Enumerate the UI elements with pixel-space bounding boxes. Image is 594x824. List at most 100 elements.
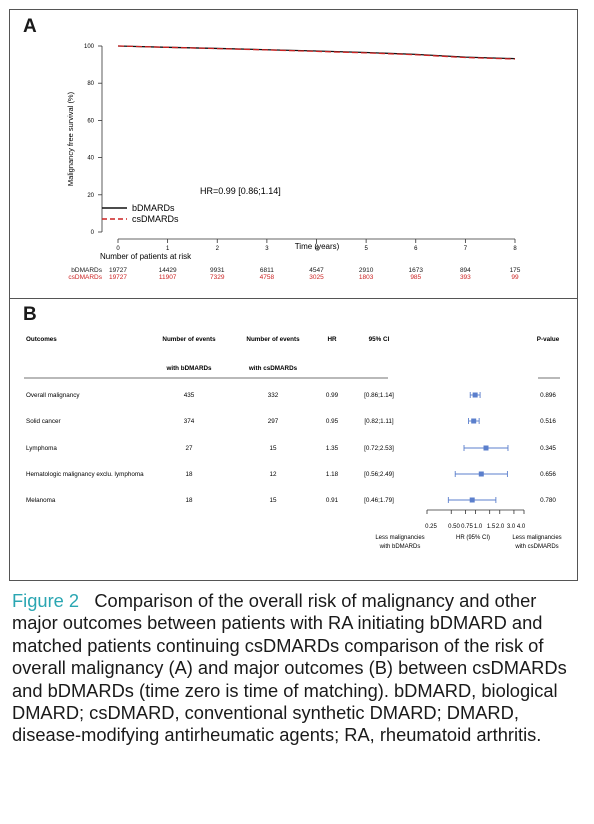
figure-label: Figure 2 xyxy=(12,590,80,611)
hr-value: 0.95 xyxy=(326,418,339,425)
risk-value: 7329 xyxy=(210,274,225,281)
forest-axis: 0.25 0.50 0.75 1.0 1.5 2.0 3.0 4.0 xyxy=(425,509,526,530)
outcome-label: Lymphoma xyxy=(26,445,57,452)
events-b-value: 374 xyxy=(184,418,195,425)
table-row: Hematologic malignancy exclu. lymphoma 18… xyxy=(26,471,556,478)
header-ci: 95% CI xyxy=(369,336,390,343)
left-note-line2: with bDMARDs xyxy=(379,544,421,550)
hr-marker xyxy=(483,445,489,451)
outcome-label: Overall malignancy xyxy=(26,392,80,399)
table-row: Solid cancer 374 297 0.95 [0.82;1.11] 0.516 xyxy=(26,418,556,425)
hr-marker xyxy=(478,471,484,477)
table-row: Lymphoma 27 15 1.35 [0.72;2.53] 0.345 xyxy=(26,445,556,452)
risk-table: bDMARDs 19727 14429 9931 6811 4547 2910 1673 894… xyxy=(68,267,520,281)
p-value: 0.516 xyxy=(540,418,556,425)
x-axis-label: Time (years) xyxy=(295,242,340,251)
risk-value: 9931 xyxy=(210,267,225,274)
hr-marker xyxy=(472,392,478,398)
risk-value: 3025 xyxy=(309,274,324,281)
forest-tick-label: 2.0 xyxy=(496,524,505,530)
events-cs-value: 297 xyxy=(268,418,279,425)
header-pvalue: P-value xyxy=(537,336,560,343)
series-line-csdmards xyxy=(117,45,516,60)
risk-value: 4758 xyxy=(260,274,275,281)
events-cs-value: 12 xyxy=(269,471,277,478)
legend-label-bdmards: bDMARDs xyxy=(132,203,175,213)
ci-value: [0.46;1.79] xyxy=(364,497,394,504)
header-events-b-2: with bDMARDs xyxy=(165,365,212,372)
risk-value: 1673 xyxy=(409,267,424,274)
hr-value: 1.35 xyxy=(326,445,339,452)
header-events-b-1: Number of events xyxy=(162,336,216,343)
forest-axis-label: HR (95% CI) xyxy=(456,535,490,541)
risk-value: 11907 xyxy=(159,274,177,281)
header-outcomes: Outcomes xyxy=(26,336,57,343)
panel-b: B Outcomes Number of events with bDMARDs… xyxy=(9,298,578,581)
outcome-label: Solid cancer xyxy=(26,418,61,425)
x-tick-label: 4 xyxy=(315,246,319,252)
p-value: 0.780 xyxy=(540,497,556,504)
forest-tick-label: 1.5 xyxy=(487,524,496,530)
x-tick-label: 0 xyxy=(116,246,120,252)
forest-plot-table: Outcomes Number of events with bDMARDs N… xyxy=(24,336,562,550)
hr-value: 0.91 xyxy=(326,497,339,504)
figure-caption: Figure 2 Comparison of the overall risk … xyxy=(12,590,584,747)
risk-value: 985 xyxy=(410,274,421,281)
risk-value: 2910 xyxy=(359,267,374,274)
risk-value: 14429 xyxy=(159,267,177,274)
p-value: 0.896 xyxy=(540,392,556,399)
hr-value: 1.18 xyxy=(326,471,339,478)
ci-value: [0.56;2.49] xyxy=(364,471,394,478)
events-b-value: 435 xyxy=(184,392,195,399)
legend-label-csdmards: csDMARDs xyxy=(132,214,179,224)
legend: bDMARDs csDMARDs xyxy=(102,203,179,224)
forest-tick-label: 0.75 xyxy=(461,524,473,530)
x-tick-label: 2 xyxy=(216,246,220,252)
p-value: 0.656 xyxy=(540,471,556,478)
y-tick-label: 100 xyxy=(84,44,95,50)
events-cs-value: 332 xyxy=(268,392,279,399)
table-row: Melanoma 18 15 0.91 [0.46;1.79] 0.780 xyxy=(26,497,556,504)
panel-a: A 0 20 40 60 80 100 Malignancy free survival (… xyxy=(9,9,578,299)
forest-tick-label: 0.50 xyxy=(448,524,460,530)
forest-tick-label: 0.25 xyxy=(425,524,437,530)
hr-annotation: HR=0.99 [0.86;1.14] xyxy=(200,186,281,196)
risk-value: 99 xyxy=(511,274,519,281)
y-tick-label: 80 xyxy=(87,81,94,87)
caption-text: Comparison of the overall risk of malign… xyxy=(12,590,567,746)
risk-value: 19727 xyxy=(109,267,127,274)
forest-tick-label: 4.0 xyxy=(517,524,526,530)
events-b-value: 18 xyxy=(185,497,193,504)
forest-tick-label: 3.0 xyxy=(507,524,516,530)
events-b-value: 27 xyxy=(185,445,193,452)
risk-row-label: csDMARDs xyxy=(68,274,102,281)
risk-value: 1803 xyxy=(359,274,374,281)
risk-row-label: bDMARDs xyxy=(71,267,102,274)
forest-tick-label: 1.0 xyxy=(474,524,483,530)
ci-value: [0.82;1.11] xyxy=(364,418,394,425)
hr-marker xyxy=(469,497,475,503)
p-value: 0.345 xyxy=(540,445,556,452)
x-tick-label: 7 xyxy=(464,246,468,252)
y-tick-label: 60 xyxy=(87,118,94,124)
events-cs-value: 15 xyxy=(269,497,277,504)
outcome-label: Hematologic malignancy exclu. lymphoma xyxy=(26,471,144,478)
risk-table-title: Number of patients at risk xyxy=(100,252,192,261)
risk-value: 6811 xyxy=(260,267,274,274)
y-tick-label: 40 xyxy=(87,156,94,162)
risk-value: 4547 xyxy=(309,267,324,274)
table-row: Overall malignancy 435 332 0.99 [0.86;1.14] 0… xyxy=(26,392,556,399)
outcome-label: Melanoma xyxy=(26,497,56,504)
risk-value: 894 xyxy=(460,267,471,274)
events-cs-value: 15 xyxy=(269,445,277,452)
risk-value: 393 xyxy=(460,274,471,281)
x-tick-label: 5 xyxy=(364,246,368,252)
x-tick-label: 6 xyxy=(414,246,418,252)
left-note-line1: Less malignancies xyxy=(375,535,424,541)
y-axis-label: Malignancy free survival (%) xyxy=(66,91,75,186)
risk-value: 175 xyxy=(510,267,521,274)
risk-value: 19727 xyxy=(109,274,127,281)
ci-value: [0.72;2.53] xyxy=(364,445,394,452)
x-tick-label: 3 xyxy=(265,246,269,252)
